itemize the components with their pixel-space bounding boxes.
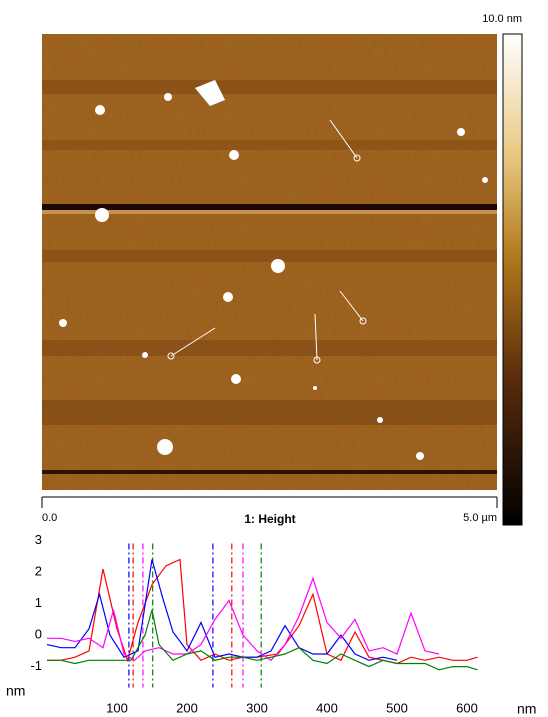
y-tick-label: 0 xyxy=(35,627,42,642)
profile-line xyxy=(47,558,478,665)
afm-image xyxy=(42,34,497,490)
x-axis-label: nm xyxy=(517,701,536,717)
y-tick-label: -1 xyxy=(30,658,42,673)
x-tick-label: 200 xyxy=(176,700,198,715)
x-tick-label: 400 xyxy=(316,700,338,715)
y-tick-label: 1 xyxy=(35,595,42,610)
image-title: 1: Height xyxy=(244,512,295,526)
profile-line xyxy=(47,576,440,662)
scale-bar xyxy=(41,496,498,508)
profile-plot: 3 2 1 0 -1 100 200 300 400 500 600 xyxy=(30,532,477,715)
colorbar-label: 10.0 nm xyxy=(482,13,522,25)
y-tick-label: 3 xyxy=(35,532,42,547)
x-tick-label: 100 xyxy=(106,700,128,715)
y-axis-label: nm xyxy=(6,683,25,699)
x-tick-label: 500 xyxy=(386,700,408,715)
profile-line xyxy=(46,559,398,661)
profile-line xyxy=(47,609,478,671)
colorbar xyxy=(502,33,523,526)
scale-start: 0.0 xyxy=(42,512,57,524)
y-tick-label: 2 xyxy=(35,564,42,579)
x-tick-label: 600 xyxy=(456,700,478,715)
scale-end: 5.0 µm xyxy=(463,512,497,524)
x-tick-label: 300 xyxy=(246,700,268,715)
